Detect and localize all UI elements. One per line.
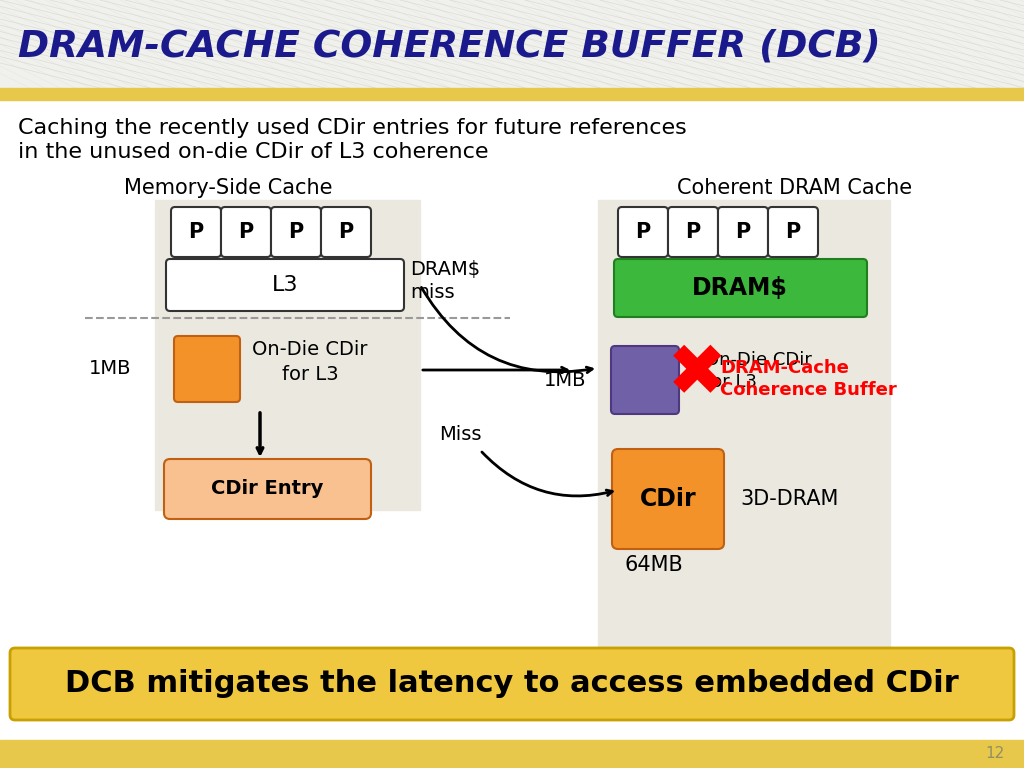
Text: DCB mitigates the latency to access embedded CDir: DCB mitigates the latency to access embe… xyxy=(66,670,958,699)
Text: in the unused on-die CDir of L3 coherence: in the unused on-die CDir of L3 coherenc… xyxy=(18,142,488,162)
FancyBboxPatch shape xyxy=(614,259,867,317)
Text: P: P xyxy=(785,222,801,242)
Text: Memory-Side Cache: Memory-Side Cache xyxy=(124,178,332,198)
Text: Caching the recently used CDir entries for future references: Caching the recently used CDir entries f… xyxy=(18,118,687,138)
FancyBboxPatch shape xyxy=(174,336,240,402)
Text: miss: miss xyxy=(410,283,455,302)
Text: Miss: Miss xyxy=(438,425,481,445)
FancyBboxPatch shape xyxy=(611,346,679,414)
Text: P: P xyxy=(635,222,650,242)
Text: P: P xyxy=(239,222,254,242)
Text: 3D-DRAM: 3D-DRAM xyxy=(740,489,839,509)
FancyBboxPatch shape xyxy=(171,207,221,257)
Text: ✖: ✖ xyxy=(667,342,727,411)
Bar xyxy=(0,740,1024,768)
FancyBboxPatch shape xyxy=(164,459,371,519)
FancyBboxPatch shape xyxy=(618,207,668,257)
Text: Coherent DRAM Cache: Coherent DRAM Cache xyxy=(678,178,912,198)
Text: CDir: CDir xyxy=(640,487,696,511)
Text: On-Die CDir: On-Die CDir xyxy=(705,351,812,369)
Text: 12: 12 xyxy=(986,746,1005,762)
FancyBboxPatch shape xyxy=(612,449,724,549)
FancyBboxPatch shape xyxy=(10,648,1014,720)
Text: P: P xyxy=(338,222,353,242)
Text: CDir Entry: CDir Entry xyxy=(211,479,324,498)
Bar xyxy=(155,200,420,510)
Text: P: P xyxy=(188,222,204,242)
Bar xyxy=(598,200,890,660)
Text: 1MB: 1MB xyxy=(89,359,131,379)
Text: P: P xyxy=(289,222,304,242)
FancyBboxPatch shape xyxy=(668,207,718,257)
Text: P: P xyxy=(735,222,751,242)
Text: On-Die CDir
for L3: On-Die CDir for L3 xyxy=(252,340,368,384)
Text: 64MB: 64MB xyxy=(625,555,684,575)
Text: 1MB: 1MB xyxy=(544,370,587,389)
Text: DRAM$: DRAM$ xyxy=(410,260,480,280)
Bar xyxy=(0,0,1024,88)
Bar xyxy=(0,88,1024,100)
FancyBboxPatch shape xyxy=(221,207,271,257)
Text: Coherence Buffer: Coherence Buffer xyxy=(720,381,897,399)
FancyBboxPatch shape xyxy=(718,207,768,257)
FancyBboxPatch shape xyxy=(768,207,818,257)
FancyBboxPatch shape xyxy=(166,259,404,311)
Text: DRAM$: DRAM$ xyxy=(692,276,787,300)
Text: DRAM-CACHE COHERENCE BUFFER (DCB): DRAM-CACHE COHERENCE BUFFER (DCB) xyxy=(18,28,881,64)
Text: for L3: for L3 xyxy=(705,373,757,391)
FancyBboxPatch shape xyxy=(271,207,321,257)
Text: L3: L3 xyxy=(271,275,298,295)
Text: P: P xyxy=(685,222,700,242)
FancyBboxPatch shape xyxy=(321,207,371,257)
Text: DRAM-Cache: DRAM-Cache xyxy=(720,359,849,377)
